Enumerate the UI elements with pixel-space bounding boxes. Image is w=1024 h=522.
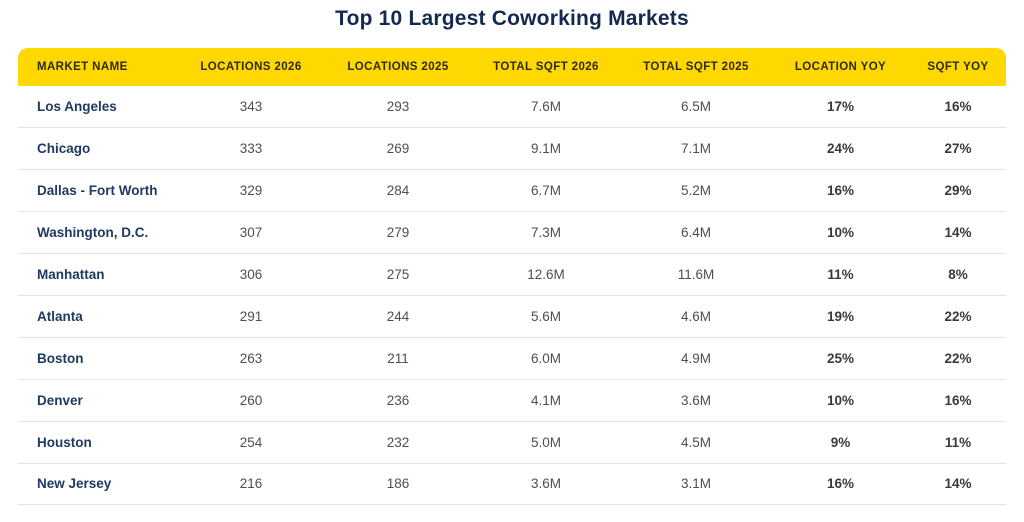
cell-loc2026: 333 xyxy=(239,141,263,157)
cell-sqft2026: 6.7M xyxy=(530,183,561,199)
cell-sqftyoy: 11% xyxy=(944,434,972,450)
cell-sqftyoy: 14% xyxy=(944,476,972,492)
page-title: Top 10 Largest Coworking Markets xyxy=(335,7,689,30)
cell-sqft2025: 4.5M xyxy=(680,434,711,450)
cell-sqftyoy: 14% xyxy=(944,225,972,241)
cell-sqft2026: 3.6M xyxy=(530,476,561,492)
cell-sqft2026: 7.6M xyxy=(530,99,561,115)
cell-sqftyoy: 16% xyxy=(944,99,972,115)
column-header-loc2026: LOCATIONS 2026 xyxy=(177,48,325,86)
cell-sqftyoy: 22% xyxy=(944,350,972,366)
cell-sqft2025: 4.9M xyxy=(680,350,711,366)
column-header-sqft2026: TOTAL SQFT 2026 xyxy=(471,48,621,86)
table-row: Denver 260 236 4.1M 3.6M 10% 16% xyxy=(18,379,1006,422)
cell-loc2026: 260 xyxy=(239,392,263,408)
table-row: Chicago 333 269 9.1M 7.1M 24% 27% xyxy=(18,128,1006,170)
column-header-sqft2025: TOTAL SQFT 2025 xyxy=(621,48,771,86)
cell-locyoy: 10% xyxy=(826,392,855,408)
cell-sqft2026: 9.1M xyxy=(530,141,561,157)
table-row: Dallas - Fort Worth 329 284 6.7M 5.2M 16% 29% xyxy=(18,170,1006,212)
cell-loc2026: 291 xyxy=(239,308,263,324)
cell-market: Atlanta xyxy=(37,308,83,324)
cell-market: Denver xyxy=(37,392,83,408)
cell-sqft2025: 4.6M xyxy=(680,308,711,324)
cell-loc2026: 343 xyxy=(239,99,263,115)
cell-sqft2026: 4.1M xyxy=(530,392,561,408)
table-row: Los Angeles 343 293 7.6M 6.5M 17% 16% xyxy=(18,86,1006,128)
cell-loc2025: 236 xyxy=(386,392,410,408)
cell-loc2025: 279 xyxy=(386,225,410,241)
table-row: Manhattan 306 275 12.6M 11.6M 11% 8% xyxy=(18,254,1006,296)
cell-sqft2026: 12.6M xyxy=(527,267,565,282)
column-header-market: MARKET NAME xyxy=(18,48,177,86)
cell-sqftyoy: 27% xyxy=(944,141,972,157)
markets-table-container: MARKET NAME LOCATIONS 2026 LOCATIONS 2025 T… xyxy=(18,48,1006,505)
table-row: Washington, D.C. 307 279 7.3M 6.4M 10% 14% xyxy=(18,212,1006,254)
cell-loc2026: 216 xyxy=(239,476,263,492)
column-header-loc2025: LOCATIONS 2025 xyxy=(325,48,471,86)
cell-market: New Jersey xyxy=(37,476,112,492)
cell-loc2026: 306 xyxy=(239,267,263,282)
cell-loc2025: 269 xyxy=(386,141,410,157)
cell-sqft2025: 3.1M xyxy=(680,476,711,492)
cell-loc2025: 232 xyxy=(386,434,410,450)
table-row: Houston 254 232 5.0M 4.5M 9% 11% xyxy=(18,421,1006,464)
table-header-row: MARKET NAME LOCATIONS 2026 LOCATIONS 2025 T… xyxy=(18,48,1006,86)
cell-sqftyoy: 29% xyxy=(944,183,972,199)
cell-market: Boston xyxy=(37,350,84,366)
cell-sqft2025: 3.6M xyxy=(680,392,711,408)
cell-loc2026: 254 xyxy=(239,434,263,450)
cell-loc2026: 263 xyxy=(239,350,263,366)
cell-locyoy: 11% xyxy=(827,267,854,282)
cell-market: Washington, D.C. xyxy=(37,225,149,241)
cell-market: Manhattan xyxy=(37,267,105,282)
table-body: Los Angeles 343 293 7.6M 6.5M 17% 16% Chicago 33… xyxy=(18,86,1006,505)
cell-loc2025: 244 xyxy=(386,308,410,324)
cell-sqft2025: 7.1M xyxy=(680,141,711,157)
table-header: MARKET NAME LOCATIONS 2026 LOCATIONS 2025 T… xyxy=(18,48,1006,86)
cell-sqft2025: 5.2M xyxy=(680,183,711,199)
cell-loc2025: 284 xyxy=(386,183,410,199)
cell-locyoy: 16% xyxy=(826,183,855,199)
cell-loc2025: 293 xyxy=(386,99,410,115)
cell-sqftyoy: 8% xyxy=(948,267,968,282)
cell-sqft2026: 5.0M xyxy=(530,434,561,450)
cell-sqftyoy: 22% xyxy=(944,308,972,324)
cell-sqft2025: 6.4M xyxy=(680,225,711,241)
cell-loc2025: 211 xyxy=(387,350,409,366)
cell-sqftyoy: 16% xyxy=(944,392,972,408)
cell-market: Chicago xyxy=(37,141,91,157)
cell-market: Houston xyxy=(37,434,92,450)
markets-table: MARKET NAME LOCATIONS 2026 LOCATIONS 2025 T… xyxy=(18,48,1006,505)
column-header-locyoy: LOCATION YOY xyxy=(771,48,910,86)
table-row: Boston 263 211 6.0M 4.9M 25% 22% xyxy=(18,337,1006,380)
cell-loc2026: 307 xyxy=(239,225,263,241)
cell-locyoy: 25% xyxy=(826,350,855,366)
cell-sqft2025: 6.5M xyxy=(680,99,711,115)
cell-sqft2026: 5.6M xyxy=(530,308,561,324)
table-row: New Jersey 216 186 3.6M 3.1M 16% 14% xyxy=(18,463,1006,505)
table-row: Atlanta 291 244 5.6M 4.6M 19% 22% xyxy=(18,295,1006,338)
cell-sqft2025: 11.6M xyxy=(677,267,715,282)
cell-loc2026: 329 xyxy=(239,183,263,199)
cell-market: Dallas - Fort Worth xyxy=(37,183,158,199)
column-header-sqftyoy: SQFT YOY xyxy=(910,48,1006,86)
cell-loc2025: 275 xyxy=(386,267,410,282)
cell-loc2025: 186 xyxy=(386,476,410,492)
cell-locyoy: 9% xyxy=(830,434,851,450)
cell-locyoy: 16% xyxy=(826,476,855,492)
cell-sqft2026: 6.0M xyxy=(530,350,561,366)
cell-sqft2026: 7.3M xyxy=(530,225,561,241)
cell-market: Los Angeles xyxy=(37,99,117,115)
cell-locyoy: 24% xyxy=(826,141,855,157)
cell-locyoy: 19% xyxy=(826,308,855,324)
cell-locyoy: 10% xyxy=(826,225,855,241)
cell-locyoy: 17% xyxy=(826,99,855,115)
